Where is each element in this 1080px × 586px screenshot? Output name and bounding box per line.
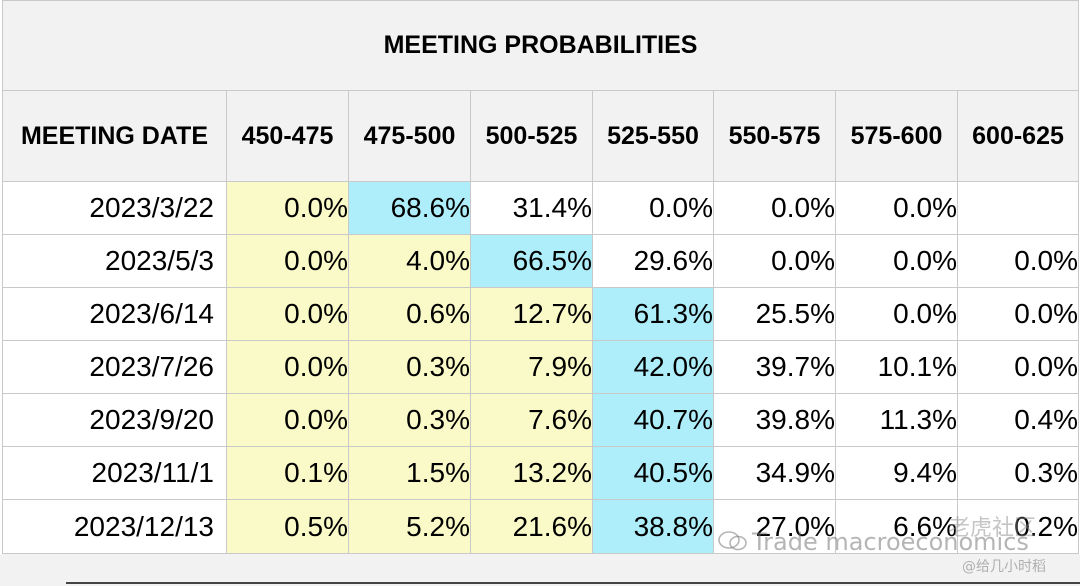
probability-cell: 1.5% (348, 446, 471, 500)
meeting-date-cell: 2023/3/22 (2, 181, 227, 235)
column-header-meeting-date: MEETING DATE (2, 90, 227, 182)
probability-cell: 0.5% (226, 499, 349, 554)
table-row: 2023/7/26 0.0% 0.3% 7.9% 42.0% 39.7% 10.1% 0.0% (2, 340, 1080, 394)
probability-cell: 6.6% (835, 499, 958, 554)
probability-cell: 0.3% (348, 393, 471, 447)
probability-cell: 42.0% (592, 340, 714, 394)
probability-cell: 0.0% (835, 181, 958, 235)
table-row: 2023/9/20 0.0% 0.3% 7.6% 40.7% 39.8% 11.3% 0.4% (2, 393, 1080, 447)
probability-cell: 0.0% (713, 181, 836, 235)
meeting-date-cell: 2023/6/14 (2, 287, 227, 341)
probability-cell: 21.6% (470, 499, 593, 554)
meeting-date-cell: 2023/9/20 (2, 393, 227, 447)
probability-cell: 12.7% (470, 287, 593, 341)
probability-cell: 0.0% (835, 234, 958, 288)
probability-cell: 0.2% (956, 499, 1080, 554)
probability-cell: 39.8% (713, 393, 836, 447)
table-row: 2023/12/13 0.5% 5.2% 21.6% 38.8% 27.0% 6.6% 0.2… (2, 499, 1080, 554)
probability-cell: 13.2% (470, 446, 593, 500)
meeting-date-cell: 2023/11/1 (2, 446, 227, 500)
probability-cell: 0.3% (956, 446, 1080, 500)
probability-cell: 0.0% (226, 393, 349, 447)
column-header-range: 450-475 (226, 90, 349, 182)
bottom-divider (66, 582, 1080, 584)
table-row: 2023/6/14 0.0% 0.6% 12.7% 61.3% 25.5% 0.0% 0.0% (2, 287, 1080, 341)
probability-cell: 38.8% (592, 499, 714, 554)
probability-cell: 34.9% (713, 446, 836, 500)
probability-cell: 10.1% (835, 340, 958, 394)
probability-cell: 0.0% (226, 234, 349, 288)
probability-cell: 0.0% (956, 287, 1080, 341)
probability-cell (956, 181, 1080, 235)
column-header-range: 600-625 (956, 90, 1080, 182)
bottom-band (0, 554, 1080, 586)
probability-cell: 9.4% (835, 446, 958, 500)
probability-cell: 7.6% (470, 393, 593, 447)
column-header-range: 575-600 (835, 90, 958, 182)
probability-cell: 0.3% (348, 340, 471, 394)
probability-cell: 25.5% (713, 287, 836, 341)
probability-cell: 40.5% (592, 446, 714, 500)
header-row: MEETING DATE 450-475 475-500 500-525 525-550… (2, 90, 1080, 182)
table-row: 2023/3/22 0.0% 68.6% 31.4% 0.0% 0.0% 0.0% (2, 181, 1080, 235)
probability-cell: 68.6% (348, 181, 471, 235)
probability-cell: 0.0% (835, 287, 958, 341)
probability-cell: 61.3% (592, 287, 714, 341)
probability-cell: 4.0% (348, 234, 471, 288)
probability-cell: 7.9% (470, 340, 593, 394)
meeting-probabilities-table: MEETING PROBABILITIES MEETING DATE 450-47… (1, 0, 1080, 554)
probability-cell: 0.0% (956, 234, 1080, 288)
probability-cell: 40.7% (592, 393, 714, 447)
probability-cell: 0.1% (226, 446, 349, 500)
probability-cell: 0.4% (956, 393, 1080, 447)
meeting-date-cell: 2023/7/26 (2, 340, 227, 394)
column-header-range: 500-525 (470, 90, 593, 182)
probability-cell: 0.0% (226, 287, 349, 341)
probability-cell: 0.0% (713, 234, 836, 288)
probability-cell: 39.7% (713, 340, 836, 394)
probability-cell: 0.6% (348, 287, 471, 341)
meeting-date-cell: 2023/5/3 (2, 234, 227, 288)
probability-cell: 27.0% (713, 499, 836, 554)
wechat-icon (718, 531, 747, 551)
probability-cell: 5.2% (348, 499, 471, 554)
column-header-range: 475-500 (348, 90, 471, 182)
probability-cell: 66.5% (470, 234, 593, 288)
probability-cell: 11.3% (835, 393, 958, 447)
column-header-range: 525-550 (592, 90, 714, 182)
probability-cell: 31.4% (470, 181, 593, 235)
table-body: 2023/3/22 0.0% 68.6% 31.4% 0.0% 0.0% 0.0% 2023/… (2, 181, 1080, 554)
table-row: 2023/5/3 0.0% 4.0% 66.5% 29.6% 0.0% 0.0% 0.0% (2, 234, 1080, 288)
meeting-date-cell: 2023/12/13 (2, 499, 227, 554)
probability-cell: 0.0% (956, 340, 1080, 394)
table-row: 2023/11/1 0.1% 1.5% 13.2% 40.5% 34.9% 9.4% 0.3% (2, 446, 1080, 500)
probability-cell: 0.0% (226, 340, 349, 394)
probability-cell: 0.0% (226, 181, 349, 235)
table-title: MEETING PROBABILITIES (1, 0, 1080, 91)
probability-cell: 29.6% (592, 234, 714, 288)
probability-cell: 0.0% (592, 181, 714, 235)
column-header-range: 550-575 (713, 90, 836, 182)
